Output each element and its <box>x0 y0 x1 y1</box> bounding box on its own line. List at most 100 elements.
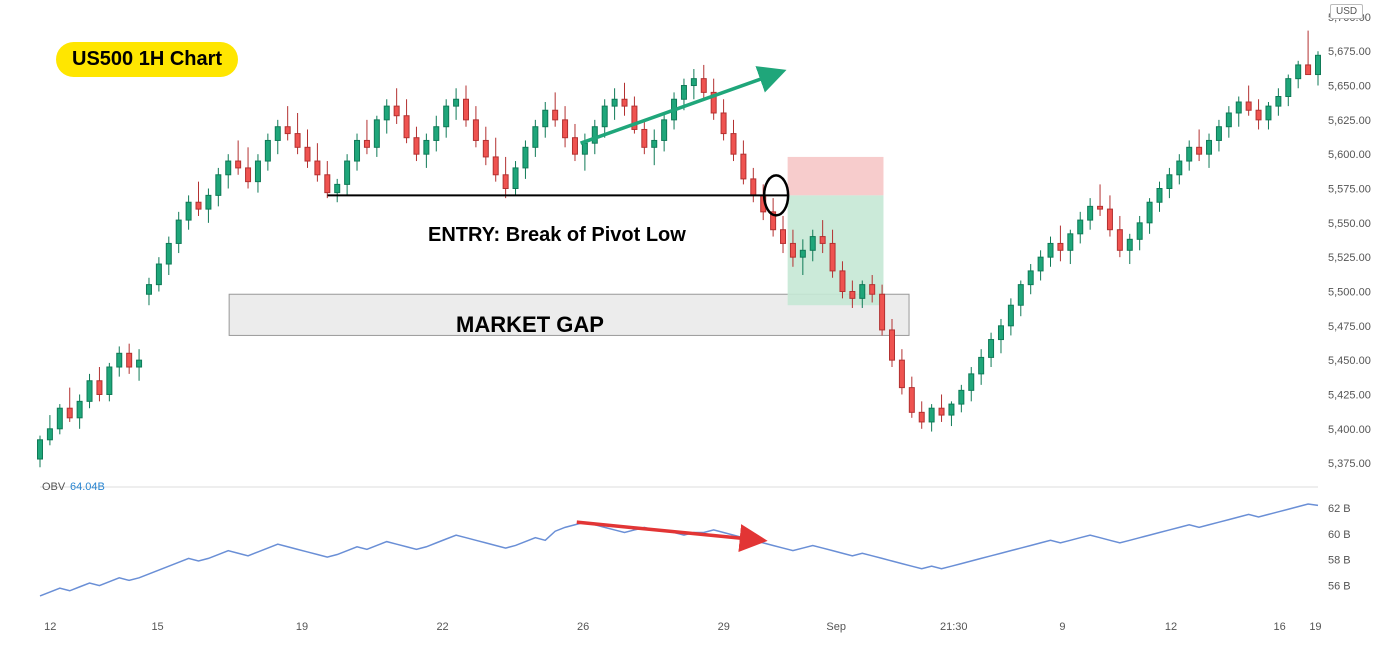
candle <box>434 127 439 141</box>
svg-text:12: 12 <box>44 621 56 633</box>
chart-title-badge: US500 1H Chart <box>56 42 238 77</box>
candle <box>1187 147 1192 161</box>
candle <box>563 120 568 138</box>
candle <box>850 291 855 298</box>
svg-text:5,575.00: 5,575.00 <box>1328 184 1371 196</box>
candle <box>1276 97 1281 107</box>
candle <box>810 237 815 251</box>
candle <box>662 120 667 141</box>
candle <box>691 79 696 86</box>
candle <box>384 106 389 120</box>
candle <box>800 250 805 257</box>
candle <box>77 401 82 417</box>
candle <box>1236 102 1241 113</box>
candle <box>1147 202 1152 223</box>
svg-text:19: 19 <box>1309 621 1321 633</box>
candle <box>275 127 280 141</box>
candle <box>612 99 617 106</box>
candle <box>751 179 756 195</box>
candle <box>404 116 409 138</box>
candle <box>265 140 270 161</box>
candle <box>176 220 181 243</box>
svg-text:29: 29 <box>718 621 730 633</box>
candle <box>1177 161 1182 175</box>
candle <box>582 143 587 154</box>
candle <box>1167 175 1172 189</box>
candle <box>117 353 122 367</box>
candle <box>820 237 825 244</box>
entry-annotation-label: ENTRY: Break of Pivot Low <box>428 224 686 247</box>
svg-text:62 B: 62 B <box>1328 503 1351 515</box>
obv-value: 64.04B <box>70 481 105 493</box>
candle <box>1216 127 1221 141</box>
svg-text:26: 26 <box>577 621 589 633</box>
candle <box>67 408 72 418</box>
svg-text:56 B: 56 B <box>1328 581 1351 593</box>
candle <box>622 99 627 106</box>
candle <box>315 161 320 175</box>
candle <box>701 79 706 93</box>
svg-text:22: 22 <box>436 621 448 633</box>
candle <box>38 440 43 459</box>
candle <box>939 408 944 415</box>
candle <box>899 360 904 387</box>
candle <box>1266 106 1271 120</box>
svg-text:5,475.00: 5,475.00 <box>1328 321 1371 333</box>
candle <box>156 264 161 285</box>
candle <box>1127 239 1132 250</box>
candle <box>1306 65 1311 75</box>
candle <box>424 140 429 154</box>
candle <box>1316 55 1321 74</box>
candle <box>295 134 300 148</box>
candle <box>146 285 151 295</box>
svg-text:5,500.00: 5,500.00 <box>1328 286 1371 298</box>
candle <box>919 412 924 422</box>
obv-label: OBV <box>42 481 66 493</box>
candle <box>870 285 875 295</box>
candle <box>186 202 191 220</box>
candle <box>1246 102 1251 110</box>
candle <box>444 106 449 127</box>
candle <box>553 110 558 120</box>
candle <box>137 360 142 367</box>
market-gap-label: MARKET GAP <box>380 312 680 338</box>
candle <box>305 147 310 161</box>
candle <box>355 140 360 161</box>
obv-line <box>40 504 1318 596</box>
svg-text:5,550.00: 5,550.00 <box>1328 218 1371 230</box>
candle <box>602 106 607 127</box>
candle <box>97 381 102 395</box>
svg-text:5,675.00: 5,675.00 <box>1328 46 1371 58</box>
candle <box>246 168 251 182</box>
candle <box>57 408 62 429</box>
svg-text:Sep: Sep <box>826 621 846 633</box>
candle <box>830 243 835 270</box>
candle <box>642 129 647 147</box>
svg-text:5,400.00: 5,400.00 <box>1328 424 1371 436</box>
candle <box>840 271 845 292</box>
candle <box>1256 110 1261 120</box>
candle <box>1018 285 1023 306</box>
candle <box>1078 220 1083 234</box>
candle <box>107 367 112 394</box>
currency-badge: USD <box>1330 4 1363 19</box>
svg-text:5,525.00: 5,525.00 <box>1328 252 1371 264</box>
candle <box>1028 271 1033 285</box>
candle <box>1157 189 1162 203</box>
stoploss-box <box>788 157 884 195</box>
candle <box>533 127 538 148</box>
candle <box>592 127 597 143</box>
candle <box>345 161 350 184</box>
candle <box>394 106 399 116</box>
candle <box>1008 305 1013 326</box>
candle <box>1286 79 1291 97</box>
candle <box>790 243 795 257</box>
candle <box>166 243 171 264</box>
svg-text:60 B: 60 B <box>1328 529 1351 541</box>
candle <box>1137 223 1142 239</box>
candle <box>523 147 528 168</box>
candle <box>959 390 964 404</box>
candle <box>493 157 498 175</box>
price-chart: 5,375.005,400.005,425.005,450.005,475.00… <box>0 0 1382 650</box>
candle <box>236 161 241 168</box>
